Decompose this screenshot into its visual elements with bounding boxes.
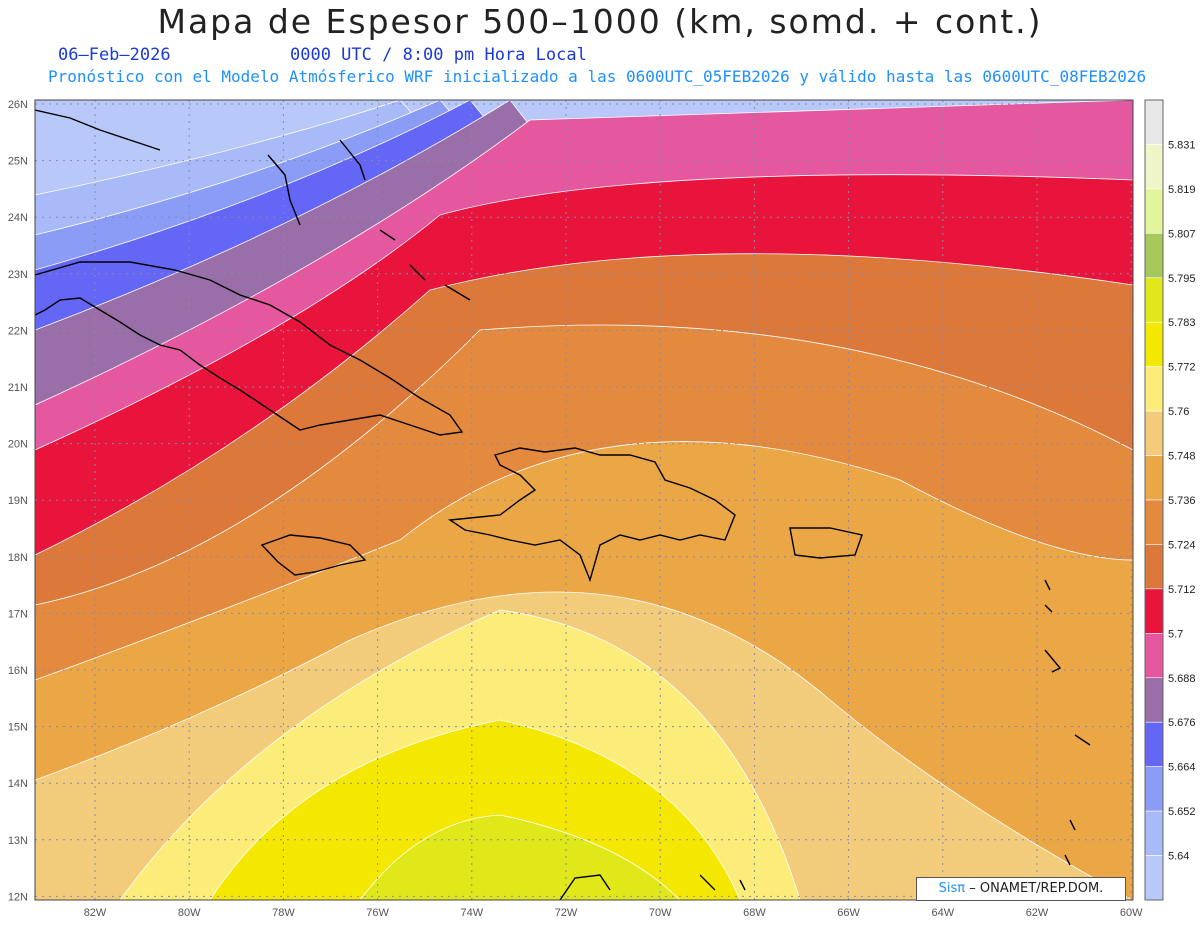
lon-label: 64W bbox=[931, 907, 954, 919]
legend-swatch bbox=[1144, 544, 1164, 590]
lat-label: 21N bbox=[8, 382, 28, 394]
lat-label: 18N bbox=[8, 552, 28, 564]
sis-logo-text: Sisπ bbox=[938, 881, 966, 896]
legend-swatch bbox=[1144, 455, 1164, 501]
lon-label: 66W bbox=[837, 907, 860, 919]
legend-level-label: 5.736 bbox=[1168, 495, 1196, 507]
legend-level-label: 5.748 bbox=[1168, 451, 1196, 463]
legend-frame bbox=[1144, 99, 1164, 901]
lon-label: 76W bbox=[366, 907, 389, 919]
lon-label: 72W bbox=[555, 907, 578, 919]
legend-swatch bbox=[1144, 633, 1164, 679]
lat-label: 23N bbox=[8, 269, 28, 281]
lat-label: 25N bbox=[8, 156, 28, 168]
legend-swatch bbox=[1144, 677, 1164, 723]
legend-swatch bbox=[1144, 588, 1164, 634]
lon-label: 62W bbox=[1026, 907, 1049, 919]
coastlines bbox=[35, 109, 1091, 900]
model-info: Pronóstico con el Modelo Atmósferico WRF… bbox=[48, 67, 1147, 86]
lon-label: 68W bbox=[743, 907, 766, 919]
legend-level-label: 5.772 bbox=[1168, 362, 1196, 374]
thickness-map: 26N 25N 24N 23N 22N 21N 20N 19N 18N 17N 16N 15N 14N 1… bbox=[8, 99, 1196, 919]
legend-level-label: 5.676 bbox=[1168, 717, 1196, 729]
map-title: Mapa de Espesor 500–1000 (km, somd. + co… bbox=[157, 2, 1043, 41]
legend-swatch bbox=[1144, 499, 1164, 545]
legend-level-label: 5.664 bbox=[1168, 762, 1196, 774]
legend-level-label: 5.724 bbox=[1168, 539, 1196, 551]
legend-swatch bbox=[1144, 366, 1164, 412]
band-13 bbox=[359, 814, 681, 900]
lon-label: 60W bbox=[1120, 907, 1143, 919]
legend-level-label: 5.7 bbox=[1168, 628, 1183, 640]
coast-cuba bbox=[35, 261, 464, 436]
legend-level-label: 5.652 bbox=[1168, 806, 1196, 818]
legend-level-label: 5.712 bbox=[1168, 584, 1196, 596]
legend-swatch bbox=[1144, 766, 1164, 812]
legend-swatch bbox=[1144, 810, 1164, 856]
lon-label: 70W bbox=[649, 907, 672, 919]
lat-label: 19N bbox=[8, 495, 28, 507]
coast-lesser-antilles bbox=[1044, 579, 1091, 866]
lon-label: 78W bbox=[272, 907, 295, 919]
lat-label: 22N bbox=[8, 325, 28, 337]
lat-label: 20N bbox=[8, 439, 28, 451]
color-legend: 5.831 5.819 5.807 5.795 5.783 5.772 5.76 5.748 5… bbox=[1144, 99, 1196, 901]
coast-jamaica bbox=[260, 534, 367, 576]
plot-frame bbox=[34, 99, 1134, 901]
legend-swatch bbox=[1144, 233, 1164, 279]
lat-label: 14N bbox=[8, 778, 28, 790]
coast-florida bbox=[35, 109, 161, 151]
legend-swatch bbox=[1144, 188, 1164, 234]
lon-label: 74W bbox=[460, 907, 483, 919]
lat-label: 13N bbox=[8, 835, 28, 847]
legend-level-label: 5.795 bbox=[1168, 273, 1196, 285]
legend-level-label: 5.807 bbox=[1168, 228, 1196, 240]
legend-swatch bbox=[1144, 277, 1164, 323]
legend-level-label: 5.819 bbox=[1168, 184, 1196, 196]
lat-label: 15N bbox=[8, 722, 28, 734]
credit-text: – ONAMET/REP.DOM. bbox=[969, 881, 1104, 896]
graticule bbox=[35, 100, 1133, 900]
lon-label: 82W bbox=[84, 907, 107, 919]
legend-swatch bbox=[1144, 99, 1164, 145]
forecast-time: 0000 UTC / 8:00 pm Hora Local bbox=[290, 45, 587, 65]
forecast-date: 06–Feb–2026 bbox=[58, 45, 171, 65]
legend-level-label: 5.64 bbox=[1168, 851, 1189, 863]
legend-level-label: 5.76 bbox=[1168, 406, 1189, 418]
coast-south-america bbox=[559, 874, 746, 900]
lat-label: 26N bbox=[8, 99, 28, 111]
axis-labels: 26N 25N 24N 23N 22N 21N 20N 19N 18N 17N 16N 15N 14N 1… bbox=[8, 99, 1143, 919]
lat-label: 16N bbox=[8, 665, 28, 677]
legend-swatch bbox=[1144, 410, 1164, 456]
legend-level-label: 5.831 bbox=[1168, 139, 1196, 151]
coast-hispaniola bbox=[447, 447, 736, 583]
thickness-bands bbox=[35, 100, 1133, 900]
lat-label: 12N bbox=[8, 891, 28, 903]
coast-puerto-rico bbox=[789, 527, 863, 559]
legend-swatch bbox=[1144, 144, 1164, 190]
lat-label: 17N bbox=[8, 608, 28, 620]
legend-swatch bbox=[1144, 855, 1164, 901]
legend-swatch bbox=[1144, 321, 1164, 367]
lat-label: 24N bbox=[8, 212, 28, 224]
legend-level-label: 5.688 bbox=[1168, 673, 1196, 685]
credit-box: Sisπ – ONAMET/REP.DOM. bbox=[916, 877, 1126, 901]
legend-swatch bbox=[1144, 721, 1164, 767]
legend-level-label: 5.783 bbox=[1168, 317, 1196, 329]
lon-label: 80W bbox=[178, 907, 201, 919]
coast-bahamas bbox=[267, 139, 471, 301]
